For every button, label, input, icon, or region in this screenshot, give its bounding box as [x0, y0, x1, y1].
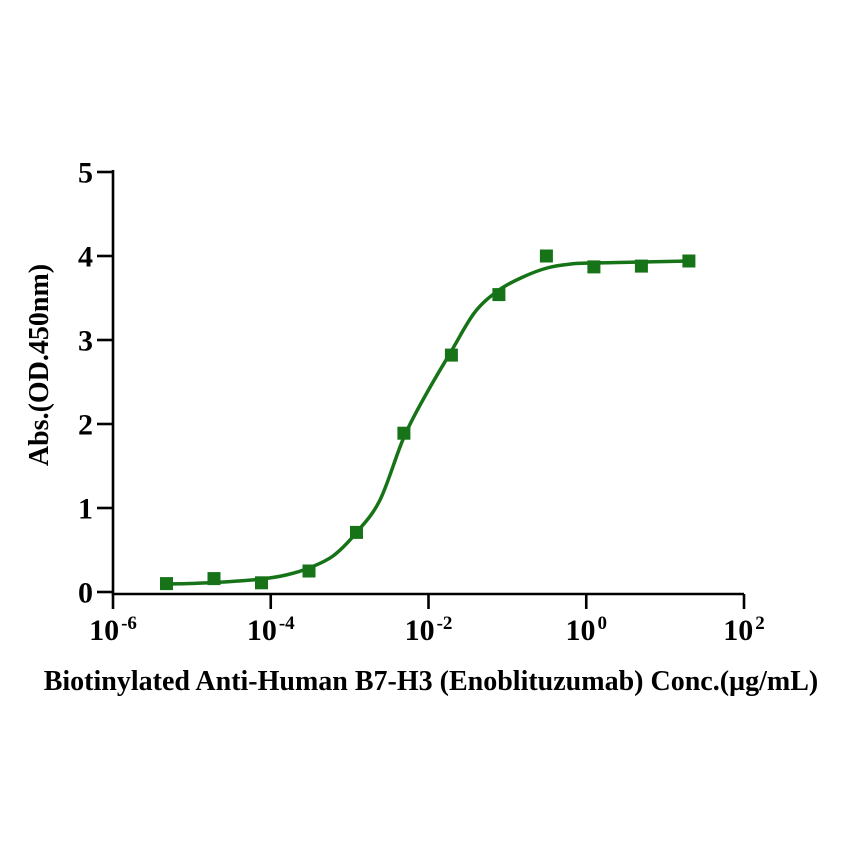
data-point-marker	[302, 564, 316, 578]
x-axis-tick-label: 10 -6	[89, 613, 137, 647]
axis-spines	[111, 170, 744, 596]
data-point-marker	[682, 254, 696, 268]
y-axis-title: Abs.(OD.450nm)	[24, 264, 55, 466]
y-axis-tick-label: 5	[78, 157, 93, 190]
x-axis-tick-label: 10 -4	[247, 613, 295, 647]
y-axis-tick-label: 1	[78, 493, 93, 526]
x-axis-tick-label: 10 2	[723, 613, 765, 647]
fit-curve	[164, 259, 692, 586]
y-axis-tick-label: 4	[78, 241, 93, 274]
y-axis-tick-label: 3	[78, 325, 93, 358]
data-point-marker	[587, 260, 601, 274]
data-point-marker	[207, 572, 221, 586]
data-point-marker	[634, 259, 648, 273]
y-axis-tick-label: 0	[78, 577, 93, 610]
x-axis-tick-label: 10 0	[566, 613, 608, 647]
data-point-marker	[539, 249, 553, 263]
data-point-marker	[350, 525, 363, 539]
y-axis-tick-label: 2	[78, 409, 93, 442]
x-axis-title: Biotinylated Anti-Human B7-H3 (Enoblituz…	[44, 666, 819, 697]
data-point-marker	[444, 348, 458, 362]
x-axis-tick-label: 10 -2	[405, 613, 453, 647]
data-point-marker	[160, 577, 173, 591]
data-point-marker	[255, 576, 268, 590]
data-point-marker	[492, 288, 506, 302]
data-point-marker	[397, 426, 411, 440]
